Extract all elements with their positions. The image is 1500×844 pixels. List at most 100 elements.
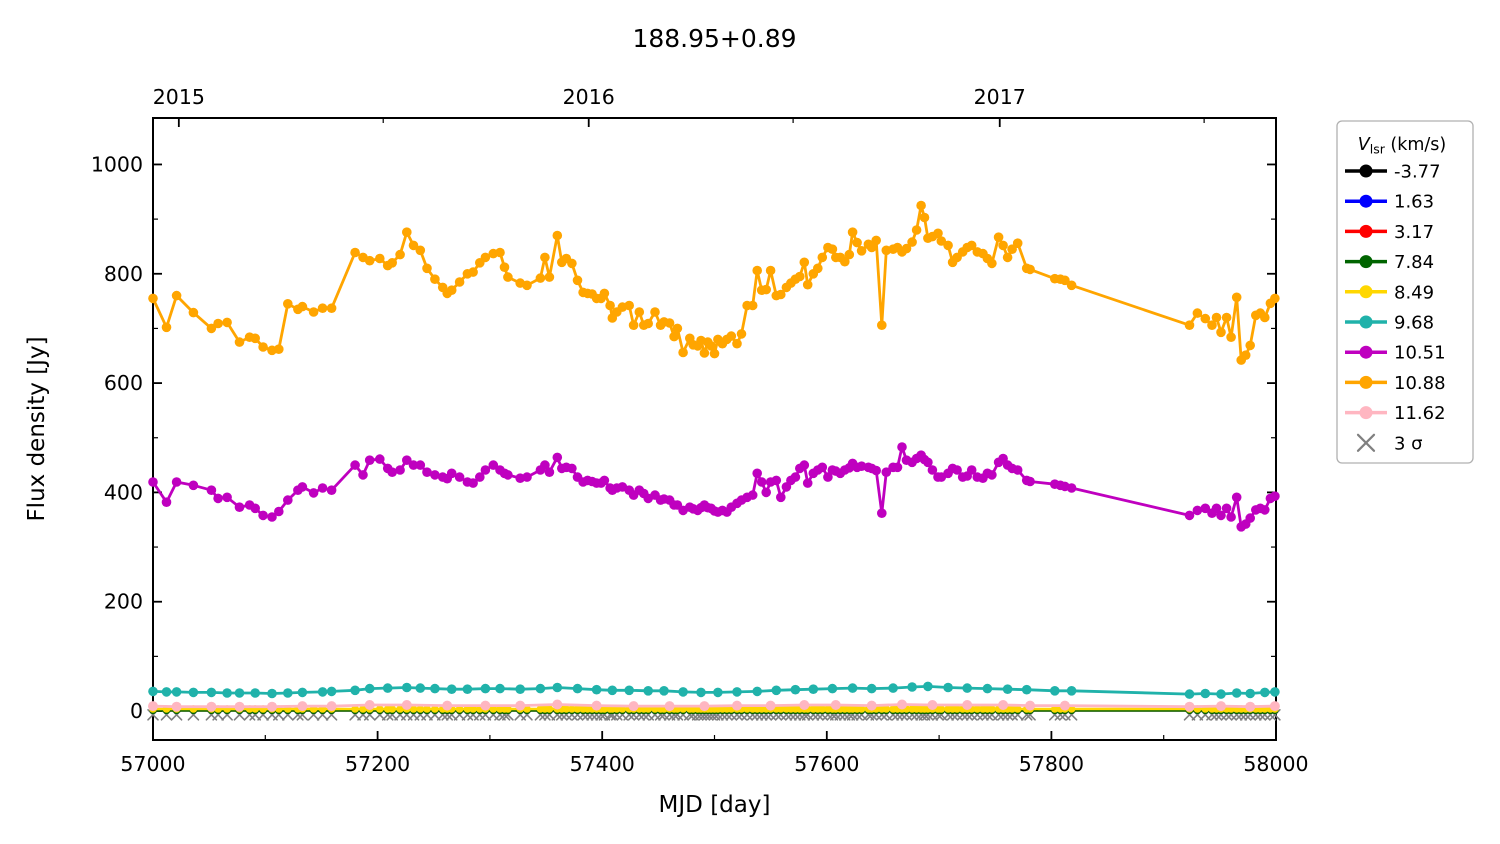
data-point bbox=[480, 700, 491, 711]
data-point bbox=[326, 485, 337, 496]
data-point bbox=[802, 478, 813, 488]
data-point bbox=[1231, 688, 1242, 698]
data-point bbox=[888, 683, 898, 693]
data-point bbox=[699, 701, 710, 712]
data-point bbox=[148, 477, 158, 487]
data-point bbox=[171, 477, 182, 487]
data-point bbox=[943, 682, 953, 693]
data-point bbox=[402, 227, 412, 237]
data-point bbox=[771, 685, 782, 696]
data-point bbox=[161, 687, 172, 697]
data-point bbox=[283, 299, 293, 309]
data-point bbox=[1270, 687, 1280, 697]
data-point bbox=[540, 252, 550, 263]
y-tick-label: 1000 bbox=[91, 152, 143, 176]
data-point bbox=[1012, 465, 1023, 475]
data-point bbox=[962, 683, 972, 693]
data-point bbox=[732, 338, 742, 349]
data-point bbox=[1184, 701, 1195, 712]
data-point bbox=[250, 333, 260, 344]
data-point bbox=[297, 482, 308, 492]
data-point bbox=[799, 257, 810, 268]
data-point bbox=[664, 701, 675, 712]
year-label: 2017 bbox=[974, 85, 1026, 109]
data-point bbox=[1012, 238, 1023, 248]
data-point bbox=[988, 705, 996, 713]
data-point bbox=[416, 705, 425, 713]
data-point bbox=[222, 317, 232, 328]
data-point bbox=[1216, 327, 1226, 338]
data-point bbox=[446, 285, 457, 296]
data-point bbox=[480, 252, 491, 263]
legend-entry-11.62 bbox=[1345, 406, 1387, 420]
legend-box bbox=[1336, 120, 1474, 464]
data-point bbox=[454, 277, 465, 287]
data-point bbox=[358, 470, 368, 480]
data-point bbox=[765, 700, 776, 711]
data-point bbox=[881, 467, 892, 478]
data-point bbox=[274, 344, 284, 355]
legend-marker bbox=[1359, 285, 1373, 299]
y-tick-label: 400 bbox=[104, 480, 143, 504]
data-point bbox=[962, 700, 973, 710]
data-point bbox=[643, 318, 653, 329]
data-point bbox=[907, 237, 917, 247]
data-point bbox=[1067, 705, 1076, 713]
series-line-11.62 bbox=[151, 703, 1277, 709]
legend-label: 3 σ bbox=[1394, 433, 1423, 454]
data-point bbox=[422, 467, 432, 478]
data-point bbox=[1231, 492, 1242, 503]
data-point bbox=[732, 687, 742, 697]
legend-entry-3σ bbox=[1356, 433, 1376, 452]
data-point bbox=[317, 483, 328, 493]
data-point bbox=[350, 460, 360, 470]
data-point bbox=[430, 683, 440, 694]
data-point bbox=[387, 258, 398, 268]
data-point bbox=[699, 348, 710, 358]
data-point bbox=[535, 683, 546, 694]
data-point bbox=[480, 465, 491, 475]
data-point bbox=[463, 705, 472, 713]
data-point bbox=[297, 701, 308, 712]
data-point bbox=[923, 681, 933, 692]
data-point bbox=[823, 472, 833, 482]
data-point bbox=[515, 684, 525, 694]
data-point bbox=[678, 347, 688, 358]
data-point bbox=[415, 460, 426, 470]
legend-label: 7.84 bbox=[1394, 252, 1434, 273]
data-point bbox=[545, 705, 554, 713]
data-point bbox=[790, 684, 801, 695]
data-point bbox=[982, 683, 993, 694]
data-point bbox=[1021, 684, 1032, 695]
data-point bbox=[308, 488, 319, 498]
data-point bbox=[267, 701, 277, 712]
data-point bbox=[743, 705, 751, 713]
x-tick-label: 58000 bbox=[1243, 752, 1308, 776]
data-point bbox=[1269, 701, 1280, 712]
data-point bbox=[234, 688, 245, 698]
data-point bbox=[446, 468, 457, 479]
data-point bbox=[540, 460, 550, 470]
data-point bbox=[375, 253, 385, 264]
data-point bbox=[161, 497, 172, 508]
data-point bbox=[607, 685, 618, 696]
data-point bbox=[206, 701, 217, 712]
data-point bbox=[1184, 689, 1195, 699]
data-point bbox=[480, 683, 491, 694]
legend-entry-7.84 bbox=[1345, 255, 1387, 269]
data-point bbox=[250, 688, 260, 698]
data-point bbox=[1066, 280, 1077, 291]
year-label: 2015 bbox=[153, 85, 205, 109]
data-point bbox=[747, 490, 758, 500]
data-point bbox=[847, 227, 858, 237]
data-point bbox=[761, 284, 771, 295]
legend-entry-1.63 bbox=[1345, 194, 1387, 208]
axis-ticks bbox=[152, 118, 1277, 740]
data-point bbox=[523, 705, 531, 713]
data-point bbox=[732, 700, 742, 711]
plot-frame bbox=[152, 117, 1277, 741]
data-point bbox=[326, 303, 337, 314]
data-point bbox=[937, 705, 946, 713]
y-tick-label: 800 bbox=[104, 262, 143, 286]
data-point bbox=[669, 331, 679, 342]
